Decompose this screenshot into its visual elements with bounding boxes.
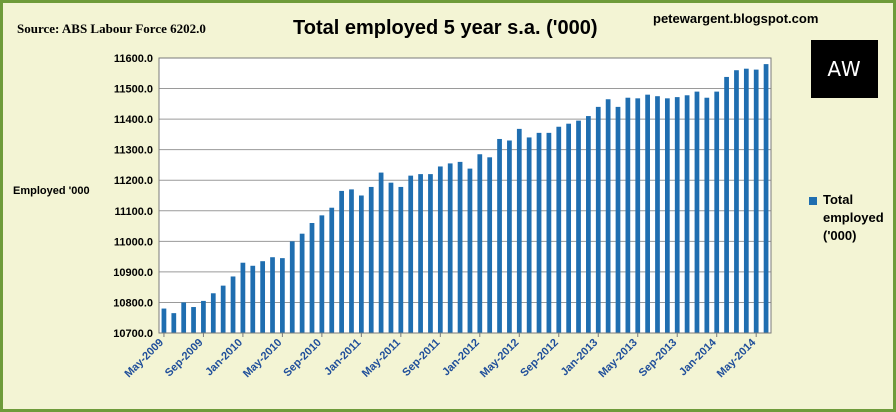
bar [763, 64, 769, 333]
bar [753, 69, 759, 333]
x-tick-label: May-2010 [241, 337, 285, 381]
y-tick-label: 10800.0 [113, 297, 153, 309]
y-tick-label: 11000.0 [114, 236, 153, 248]
bar [546, 132, 552, 333]
bar [230, 276, 236, 333]
x-tick-label: May-2009 [123, 337, 167, 381]
x-tick-label: Jan-2010 [203, 337, 245, 379]
bar [714, 91, 720, 333]
bar [477, 154, 483, 333]
bar [280, 258, 285, 333]
bar [526, 137, 532, 333]
bar [595, 106, 601, 333]
bar [220, 285, 226, 333]
bar [605, 99, 611, 333]
bar [161, 308, 167, 333]
bar [536, 132, 542, 333]
x-tick-label: May-2012 [478, 337, 522, 381]
bar [171, 313, 177, 333]
x-tick-label: May-2014 [715, 336, 759, 380]
legend-label: Total employed ('000) [823, 192, 884, 243]
y-tick-label: 11600.0 [114, 53, 153, 65]
bar [615, 106, 621, 333]
bar [457, 161, 463, 333]
bar [270, 257, 275, 333]
bar [329, 207, 335, 333]
x-tick-label: May-2013 [596, 337, 640, 381]
bar [674, 97, 680, 333]
x-tick-label: Sep-2010 [281, 337, 324, 380]
bar [586, 116, 591, 333]
legend-swatch [809, 197, 817, 205]
x-tick-label: Sep-2011 [400, 337, 442, 379]
bar [289, 241, 295, 333]
bar [398, 186, 404, 333]
aw-logo: AW [811, 40, 878, 98]
bar [447, 163, 453, 333]
y-axis-label: Employed '000 [13, 185, 90, 197]
bar [309, 223, 315, 333]
bar [566, 123, 572, 333]
blog-url: petewargent.blogspot.com [653, 11, 819, 26]
x-tick-label: Jan-2012 [440, 337, 482, 379]
bar [645, 94, 650, 334]
bar [487, 157, 493, 333]
y-tick-label: 10700.0 [113, 328, 153, 340]
source-note: Source: ABS Labour Force 6202.0 [17, 21, 206, 36]
plot-border [158, 57, 772, 334]
y-tick-label: 11100.0 [114, 206, 153, 218]
bar [724, 76, 729, 333]
bar [497, 138, 502, 333]
bar [516, 128, 522, 333]
bar [704, 97, 710, 333]
bar [319, 215, 325, 333]
bar [201, 300, 206, 333]
y-tick-label: 11500.0 [114, 84, 153, 96]
x-tick-label: Jan-2014 [677, 336, 719, 378]
bar [418, 174, 423, 333]
bar [250, 265, 256, 333]
bar [467, 168, 473, 333]
bar [349, 189, 354, 333]
bar [625, 97, 631, 333]
bar [210, 293, 216, 333]
bar [388, 182, 394, 333]
x-tick-label: Jan-2013 [559, 337, 601, 379]
bar [378, 172, 384, 333]
bar [655, 96, 660, 333]
bar [694, 91, 700, 333]
y-tick-label: 11200.0 [114, 175, 153, 187]
bar [437, 166, 443, 333]
y-tick-label: 11300.0 [114, 145, 153, 157]
bar [240, 262, 246, 333]
bar [181, 302, 187, 333]
bar [358, 195, 364, 333]
bar [743, 68, 749, 333]
bar [408, 175, 414, 333]
bar [260, 261, 266, 333]
logo-text: AW [827, 57, 862, 81]
bar [191, 307, 196, 333]
chart-title: Total employed 5 year s.a. ('000) [293, 17, 598, 39]
bar [734, 70, 739, 333]
bar [299, 233, 305, 333]
bar [368, 186, 374, 333]
x-tick-label: Sep-2013 [637, 337, 680, 380]
bar [664, 98, 670, 333]
x-tick-label: Sep-2012 [518, 337, 561, 380]
bar [556, 126, 562, 333]
bar [507, 140, 512, 333]
bar [576, 120, 581, 333]
x-tick-label: Jan-2011 [322, 337, 363, 378]
bar [684, 95, 690, 334]
x-tick-label: May-2011 [360, 337, 403, 380]
bar [635, 98, 641, 333]
y-tick-label: 10900.0 [113, 267, 153, 279]
x-tick-label: Sep-2009 [163, 337, 206, 380]
y-tick-label: 11400.0 [114, 114, 153, 126]
bar [339, 190, 344, 333]
bar [428, 174, 433, 333]
